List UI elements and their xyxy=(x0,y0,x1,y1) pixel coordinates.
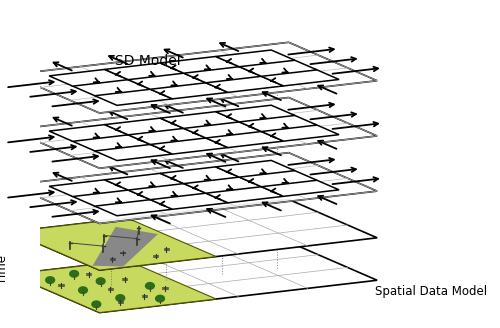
Text: Spatial Data Model: Spatial Data Model xyxy=(375,285,487,298)
Polygon shape xyxy=(238,60,317,76)
Polygon shape xyxy=(260,180,339,196)
Polygon shape xyxy=(149,82,228,99)
Polygon shape xyxy=(49,180,128,196)
Polygon shape xyxy=(216,105,295,122)
Circle shape xyxy=(146,283,154,289)
Polygon shape xyxy=(71,189,150,206)
Circle shape xyxy=(78,287,88,294)
Polygon shape xyxy=(11,242,377,313)
Polygon shape xyxy=(216,160,295,177)
Polygon shape xyxy=(149,137,228,154)
Polygon shape xyxy=(127,183,206,200)
Polygon shape xyxy=(94,144,172,160)
Polygon shape xyxy=(238,170,317,187)
Polygon shape xyxy=(182,66,262,83)
Polygon shape xyxy=(160,167,240,184)
Polygon shape xyxy=(149,193,228,209)
Polygon shape xyxy=(127,128,206,144)
Polygon shape xyxy=(104,63,184,80)
Polygon shape xyxy=(238,115,317,132)
Polygon shape xyxy=(94,199,172,216)
Polygon shape xyxy=(160,112,240,128)
Polygon shape xyxy=(182,121,262,138)
Polygon shape xyxy=(104,118,184,135)
Polygon shape xyxy=(127,72,206,89)
Polygon shape xyxy=(94,89,172,105)
Polygon shape xyxy=(49,125,128,141)
Polygon shape xyxy=(11,42,377,113)
Text: SD Model: SD Model xyxy=(115,54,181,68)
Polygon shape xyxy=(71,134,150,151)
Circle shape xyxy=(96,278,105,284)
Polygon shape xyxy=(204,186,284,203)
Text: Time: Time xyxy=(0,255,10,283)
Circle shape xyxy=(46,277,54,283)
Polygon shape xyxy=(49,70,128,86)
Polygon shape xyxy=(71,79,150,96)
Circle shape xyxy=(70,271,78,277)
Circle shape xyxy=(156,295,164,302)
Polygon shape xyxy=(11,218,216,270)
Polygon shape xyxy=(204,76,284,92)
Polygon shape xyxy=(182,176,262,193)
Polygon shape xyxy=(11,97,377,168)
Circle shape xyxy=(116,295,124,301)
Polygon shape xyxy=(11,261,216,313)
Polygon shape xyxy=(92,227,158,267)
Polygon shape xyxy=(216,50,295,67)
Polygon shape xyxy=(104,173,184,190)
Polygon shape xyxy=(260,124,339,141)
Polygon shape xyxy=(204,131,284,148)
Polygon shape xyxy=(11,153,377,223)
Polygon shape xyxy=(160,56,240,73)
Circle shape xyxy=(92,301,100,308)
Polygon shape xyxy=(11,199,377,270)
Polygon shape xyxy=(260,69,339,86)
